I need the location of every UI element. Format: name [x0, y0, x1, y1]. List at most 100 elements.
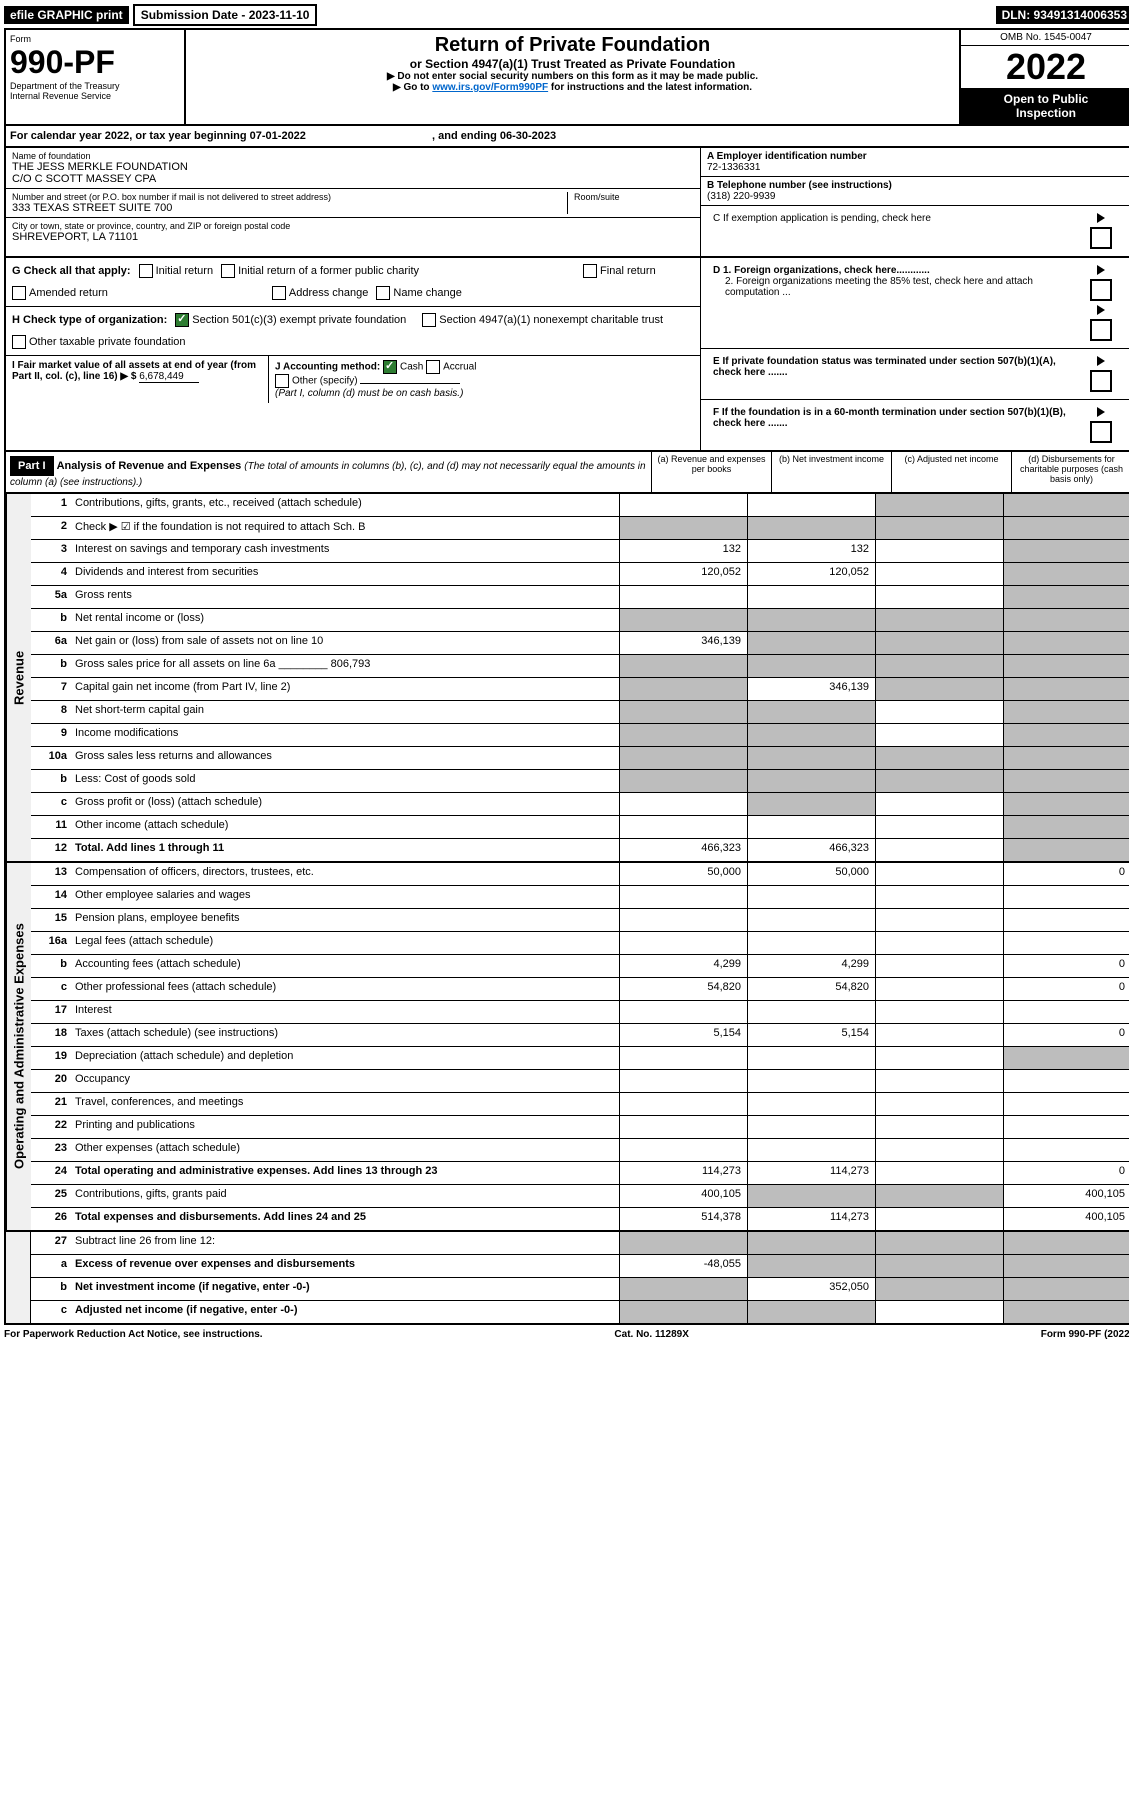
line-cell [619, 770, 747, 792]
city-cell: City or town, state or province, country… [6, 218, 700, 246]
efile-label[interactable]: efile GRAPHIC print [4, 6, 129, 24]
arrow-icon [1097, 356, 1105, 366]
table-row: bNet rental income or (loss) [31, 609, 1129, 632]
chk-amended[interactable] [12, 286, 26, 300]
line-cell [619, 932, 747, 954]
form-footer: Form 990-PF (2022) [1041, 1329, 1129, 1340]
expense-section: Operating and Administrative Expenses 13… [4, 863, 1129, 1232]
calyear-begin: For calendar year 2022, or tax year begi… [10, 130, 306, 142]
table-row: bLess: Cost of goods sold [31, 770, 1129, 793]
checkbox-c[interactable] [1090, 227, 1112, 249]
form-number: 990-PF [10, 44, 180, 81]
line-cell [619, 1301, 747, 1323]
chk-accrual[interactable] [426, 360, 440, 374]
line-cell [747, 1047, 875, 1069]
street-cell: Number and street (or P.O. box number if… [6, 189, 700, 218]
chk-d1[interactable] [1090, 279, 1112, 301]
chk-d2[interactable] [1090, 319, 1112, 341]
header-right: OMB No. 1545-0047 2022 Open to Public In… [959, 30, 1129, 124]
line-number: b [31, 655, 71, 677]
chk-other-tax[interactable] [12, 335, 26, 349]
line-cell: 0 [1003, 1024, 1129, 1046]
chk-f[interactable] [1090, 421, 1112, 443]
line-cell [1003, 1301, 1129, 1323]
line-cell [1003, 886, 1129, 908]
line-cell [875, 1301, 1003, 1323]
instructions-link[interactable]: www.irs.gov/Form990PF [432, 82, 548, 93]
chk-4947[interactable] [422, 313, 436, 327]
line-number: 1 [31, 494, 71, 516]
table-row: 7Capital gain net income (from Part IV, … [31, 678, 1129, 701]
line-description: Contributions, gifts, grants paid [71, 1185, 619, 1207]
line-cell [1003, 932, 1129, 954]
line-number: 24 [31, 1162, 71, 1184]
form-word: Form [10, 34, 180, 44]
line-cell [875, 1232, 1003, 1254]
chk-address[interactable] [272, 286, 286, 300]
chk-other-method[interactable] [275, 374, 289, 388]
line-description: Other expenses (attach schedule) [71, 1139, 619, 1161]
g-check-row: G Check all that apply: Initial return I… [6, 258, 700, 307]
chk-cash[interactable] [383, 360, 397, 374]
note-goto: ▶ Go to www.irs.gov/Form990PF for instru… [190, 82, 955, 93]
header-center: Return of Private Foundation or Section … [186, 30, 959, 124]
line-cell [1003, 1232, 1129, 1254]
part1-badge: Part I [10, 456, 54, 476]
line-cell [875, 1047, 1003, 1069]
line-description: Taxes (attach schedule) (see instruction… [71, 1024, 619, 1046]
line-cell [875, 1070, 1003, 1092]
line-cell [875, 1278, 1003, 1300]
table-row: 2Check ▶ ☑ if the foundation is not requ… [31, 517, 1129, 540]
line-cell [875, 1255, 1003, 1277]
chk-initial[interactable] [139, 264, 153, 278]
line-cell: -48,055 [619, 1255, 747, 1277]
line-cell [619, 609, 747, 631]
line-cell [1003, 678, 1129, 700]
form-title: Return of Private Foundation [190, 34, 955, 57]
chk-final[interactable] [583, 264, 597, 278]
line-number: 15 [31, 909, 71, 931]
line-cell [875, 563, 1003, 585]
table-row: cAdjusted net income (if negative, enter… [31, 1301, 1129, 1323]
irs-label: Internal Revenue Service [10, 91, 180, 101]
footer: For Paperwork Reduction Act Notice, see … [4, 1325, 1129, 1344]
line-cell [747, 1070, 875, 1092]
line-cell: 0 [1003, 863, 1129, 885]
table-row: bNet investment income (if negative, ent… [31, 1278, 1129, 1301]
line-cell [1003, 586, 1129, 608]
meta-left: Name of foundation THE JESS MERKLE FOUND… [6, 148, 700, 256]
line-cell [1003, 1047, 1129, 1069]
line-number: b [31, 1278, 71, 1300]
line-cell [747, 747, 875, 769]
line-number: a [31, 1255, 71, 1277]
table-row: aExcess of revenue over expenses and dis… [31, 1255, 1129, 1278]
chk-e[interactable] [1090, 370, 1112, 392]
line-cell [747, 1232, 875, 1254]
line-cell [619, 517, 747, 539]
line-number: c [31, 1301, 71, 1323]
line-cell [747, 1139, 875, 1161]
line-cell [619, 1232, 747, 1254]
table-row: 6aNet gain or (loss) from sale of assets… [31, 632, 1129, 655]
line-description: Total operating and administrative expen… [71, 1162, 619, 1184]
line-cell [875, 678, 1003, 700]
table-row: 5aGross rents [31, 586, 1129, 609]
line-cell [747, 701, 875, 723]
line-cell [619, 1093, 747, 1115]
table-row: bAccounting fees (attach schedule)4,2994… [31, 955, 1129, 978]
line-cell: 4,299 [619, 955, 747, 977]
line-cell [619, 1116, 747, 1138]
chk-name[interactable] [376, 286, 390, 300]
line-cell [875, 909, 1003, 931]
line-cell [619, 724, 747, 746]
line-cell [747, 609, 875, 631]
table-row: 22Printing and publications [31, 1116, 1129, 1139]
chk-501c3[interactable] [175, 313, 189, 327]
line-description: Net rental income or (loss) [71, 609, 619, 631]
line-cell: 5,154 [619, 1024, 747, 1046]
table-row: 18Taxes (attach schedule) (see instructi… [31, 1024, 1129, 1047]
line-number: 5a [31, 586, 71, 608]
line-cell [875, 1116, 1003, 1138]
line-cell [875, 540, 1003, 562]
chk-initial-former[interactable] [221, 264, 235, 278]
